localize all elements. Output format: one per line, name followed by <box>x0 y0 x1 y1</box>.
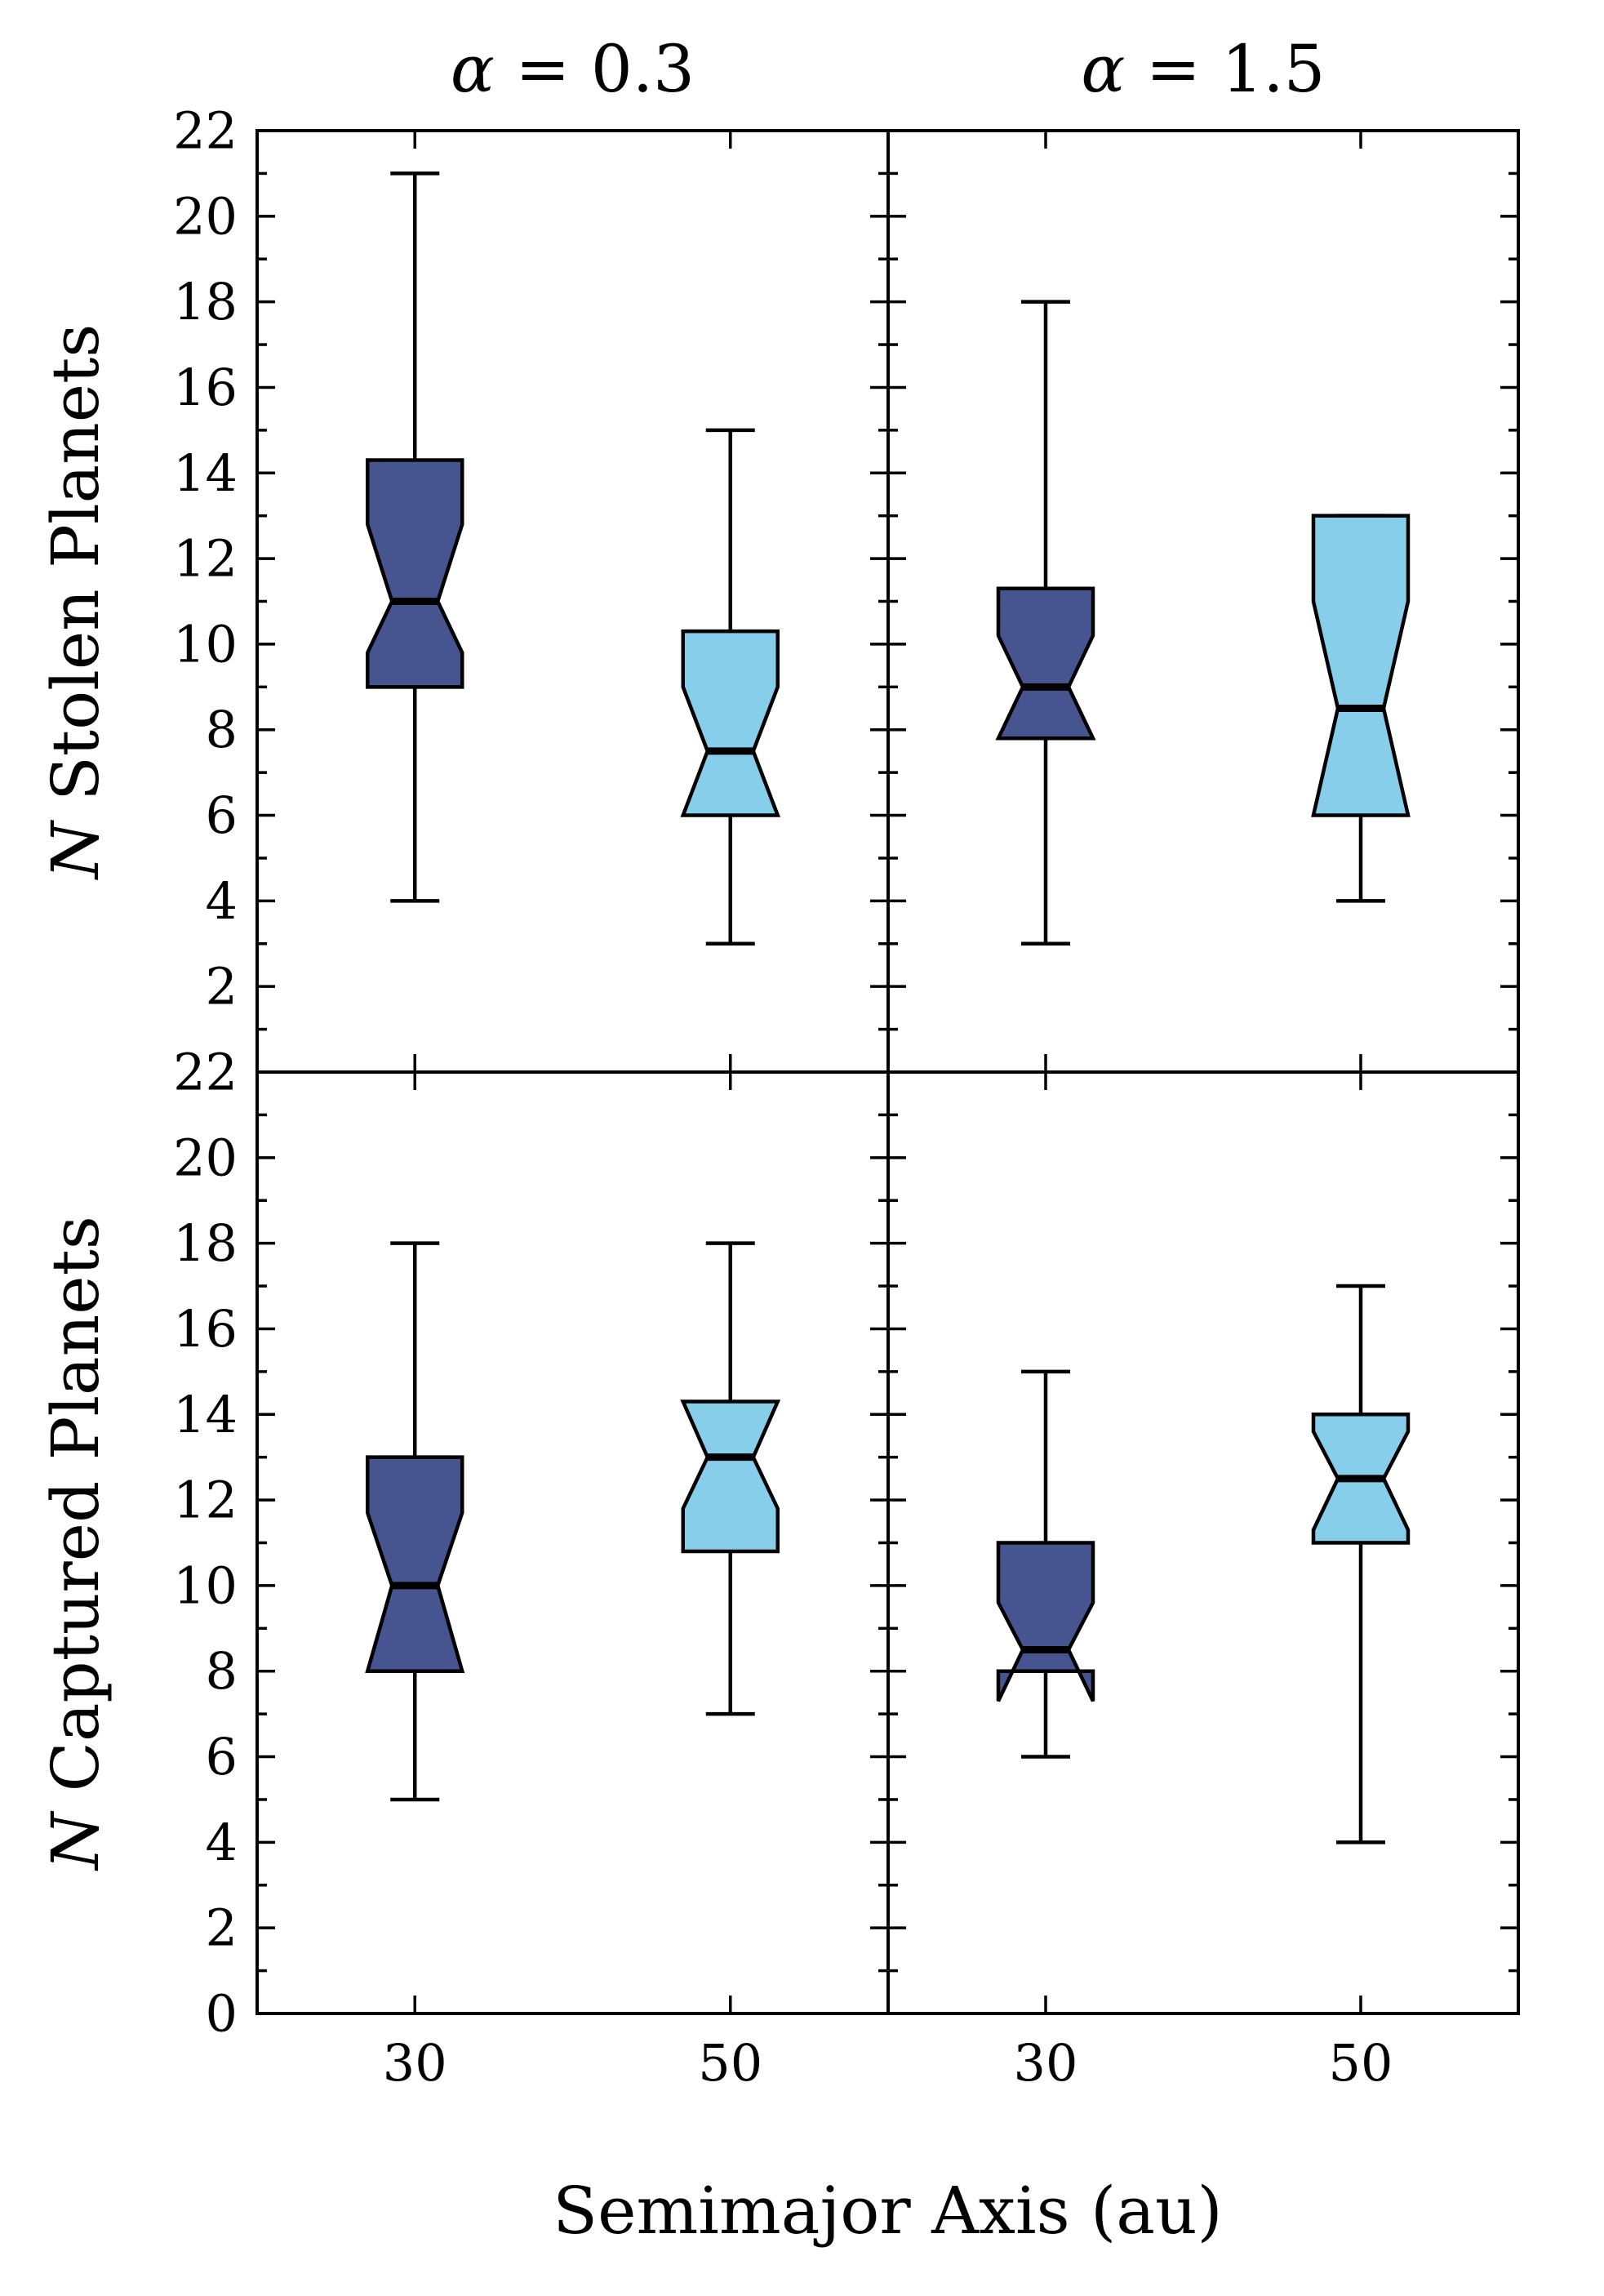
panel-r0c0-box-50-notched-box <box>680 629 781 817</box>
panel-r1c0-ytick-label: 4 <box>206 1813 238 1872</box>
panel-r0c0-ytick-label: 14 <box>173 443 238 503</box>
panel-r1c0-xtick-label: 50 <box>698 2033 762 2093</box>
panel-r1c1-box-30-notched-box <box>996 1541 1095 1702</box>
panel-r0c1-box-50-notched-box <box>1311 514 1411 817</box>
panel-r1c1-frame <box>886 1070 1520 2015</box>
panel-r1c0-ytick-label: 6 <box>206 1727 238 1787</box>
x-axis-title: Semimajor Axis (au) <box>553 2173 1222 2249</box>
plot-marks <box>255 129 1520 2015</box>
panel-r1c1-xtick-label: 50 <box>1329 2033 1393 2093</box>
panel-r1c0-ylabel: N Captured Planets <box>38 1216 113 1871</box>
panel-r1c0-xtick-label: 30 <box>383 2033 447 2093</box>
panel-r0c0-ytick-label: 12 <box>173 529 238 589</box>
panel-r0c0-ytick-label: 6 <box>206 785 238 845</box>
panel-r1c0-ytick-label: 10 <box>173 1555 238 1615</box>
panel-r0c0-ytick-label: 2 <box>206 957 238 1017</box>
panel-r0c1-box-30-notched-box <box>995 586 1096 741</box>
column-title-0: α = 0.3 <box>451 31 695 107</box>
panel-r1c0-ytick-label: 14 <box>173 1385 238 1444</box>
panel-r0c0-ytick-label: 8 <box>206 700 238 759</box>
panel-r0c0-ytick-label: 10 <box>173 614 238 674</box>
panel-r0c0-frame <box>255 129 890 1074</box>
panel-r0c0-ytick-label: 22 <box>173 101 238 161</box>
panel-r1c0-ytick-label: 22 <box>173 1043 238 1102</box>
panel-r1c0-box-50-notched-box <box>680 1399 781 1554</box>
panel-r0c0-ytick-label: 18 <box>173 272 238 331</box>
panel-r0c0-ylabel: N Stolen Planets <box>38 324 113 881</box>
panel-r0c0-ytick-label: 20 <box>173 186 238 246</box>
panel-r1c1-xtick-label: 30 <box>1014 2033 1078 2093</box>
panel-r0c1-frame <box>886 129 1520 1074</box>
panel-r1c0-ytick-label: 8 <box>206 1641 238 1701</box>
panel-r1c0-ytick-label: 12 <box>173 1471 238 1530</box>
panel-r1c0-frame <box>255 1070 890 2015</box>
panel-r0c0-box-30-notched-box <box>366 458 464 689</box>
panel-r1c0-ytick-label: 16 <box>173 1299 238 1359</box>
panel-r0c0-ytick-label: 16 <box>173 358 238 417</box>
panel-r0c0-ytick-label: 4 <box>206 871 238 931</box>
column-title-1: α = 1.5 <box>1081 31 1325 107</box>
panel-r1c0-ytick-label: 2 <box>206 1898 238 1958</box>
panel-r1c0-box-30-notched-box <box>365 1455 465 1673</box>
panel-r1c0-ytick-label: 18 <box>173 1213 238 1273</box>
panel-r1c0-ytick-label: 0 <box>206 1984 238 2044</box>
plot-text: 2 4 6 8 10 12 14 16 18 20 22 N Stolen Planets 0 2 4 6 8 1… <box>38 31 1393 2249</box>
panel-r1c0-ytick-label: 20 <box>173 1128 238 1187</box>
